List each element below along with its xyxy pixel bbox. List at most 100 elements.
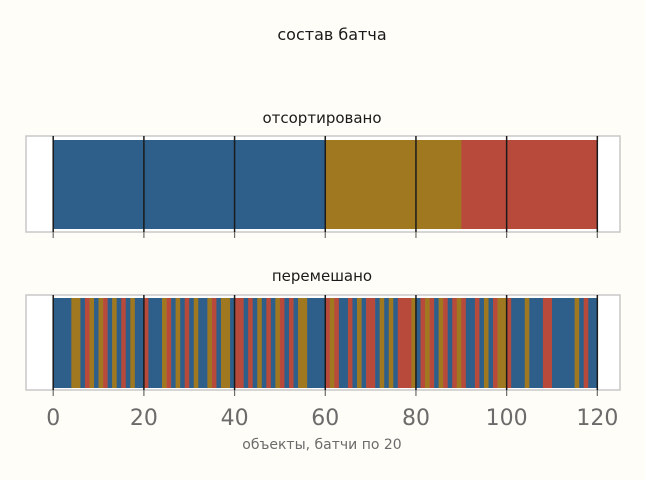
segment-gold [112,298,117,388]
segment-gold [388,298,394,388]
segment-blue [579,298,585,388]
segment-blue [125,298,131,388]
segment-red [121,298,127,388]
segment-gold [89,298,95,388]
x-tick-label: 40 [221,406,249,431]
segment-gold [98,298,104,388]
segment-gold [483,298,489,388]
segment-red [166,298,172,388]
segment-red [397,298,412,388]
segment-blue [307,298,326,388]
segment-gold [411,298,417,388]
segment-gold [425,298,430,388]
segment-red [248,298,254,388]
segment-gold [357,298,362,388]
segment-blue [284,298,290,388]
segment-red [506,298,512,388]
panel-title-shuffled: перемешано [272,267,372,285]
segment-red [542,298,553,388]
segment-red [266,298,272,388]
segment-gold [379,298,385,388]
segment-gold [456,298,462,388]
segment-gold [329,298,335,388]
segment-gold [524,298,530,388]
x-tick-label: 80 [402,406,430,431]
segment-red [325,298,331,388]
segment-blue [551,298,575,388]
segment-blue [270,298,276,388]
figure-title: состав батча [277,25,386,44]
segment-blue [434,298,439,388]
segment-blue [352,298,358,388]
segment-gold [574,298,580,388]
segment-blue [293,298,299,388]
segment-red [347,298,353,388]
x-axis: 0 20 40 60 80 100 120 [46,390,618,431]
x-tick-label: 60 [311,406,339,431]
segment-blue [252,298,258,388]
segment-blue [53,140,326,229]
segment-blue [53,298,72,388]
segment-blue [384,298,390,388]
segment-red [103,298,108,388]
segment-red [84,298,90,388]
segment-blue [180,298,186,388]
x-tick-label: 20 [130,406,158,431]
segment-blue [198,298,208,388]
segment-gold [298,298,308,388]
segment-red [461,140,598,229]
segment-red [452,298,458,388]
segment-red [184,298,190,388]
segment-gold [257,298,263,388]
segment-blue [230,298,235,388]
segment-red [211,298,217,388]
segment-gold [71,298,81,388]
segment-gold [162,298,167,388]
segment-gold [130,298,136,388]
segment-red [143,298,149,388]
x-tick-label: 120 [576,406,618,431]
segment-blue [243,298,249,388]
segment-blue [134,298,145,388]
segment-red [429,298,435,388]
segment-blue [488,298,494,388]
segment-blue [511,298,526,388]
segment-gold [207,298,213,388]
segment-red [443,298,448,388]
segment-blue [189,298,195,388]
segment-blue [465,298,476,388]
x-tick-label: 100 [486,406,528,431]
segment-red [583,298,589,388]
panel-title-sorted: отсортировано [262,109,381,127]
segment-blue [415,298,421,388]
segment-red [461,298,467,388]
segment-blue [361,298,367,388]
segment-blue [375,298,380,388]
segment-blue [216,298,222,388]
segment-blue [447,298,453,388]
panel-shuffled: перемешано [25,267,621,391]
panel-sorted: отсортировано [25,109,621,238]
segment-blue [529,298,544,388]
segment-blue [261,298,267,388]
segment-gold [275,298,281,388]
segment-blue [479,298,485,388]
segment-blue [107,298,113,388]
segment-gold [497,298,507,388]
segment-red [279,298,285,388]
segment-red [234,298,244,388]
segment-red [474,298,480,388]
segment-blue [148,298,163,388]
segment-blue [171,298,176,388]
segment-red [366,298,376,388]
segment-blue [588,298,598,388]
x-axis-label: объекты, батчи по 20 [242,437,401,453]
segment-red [334,298,340,388]
segment-blue [80,298,86,388]
segment-gold [438,298,444,388]
segment-blue [94,298,99,388]
segment-gold [220,298,231,388]
segment-gold [193,298,199,388]
segment-red [420,298,426,388]
